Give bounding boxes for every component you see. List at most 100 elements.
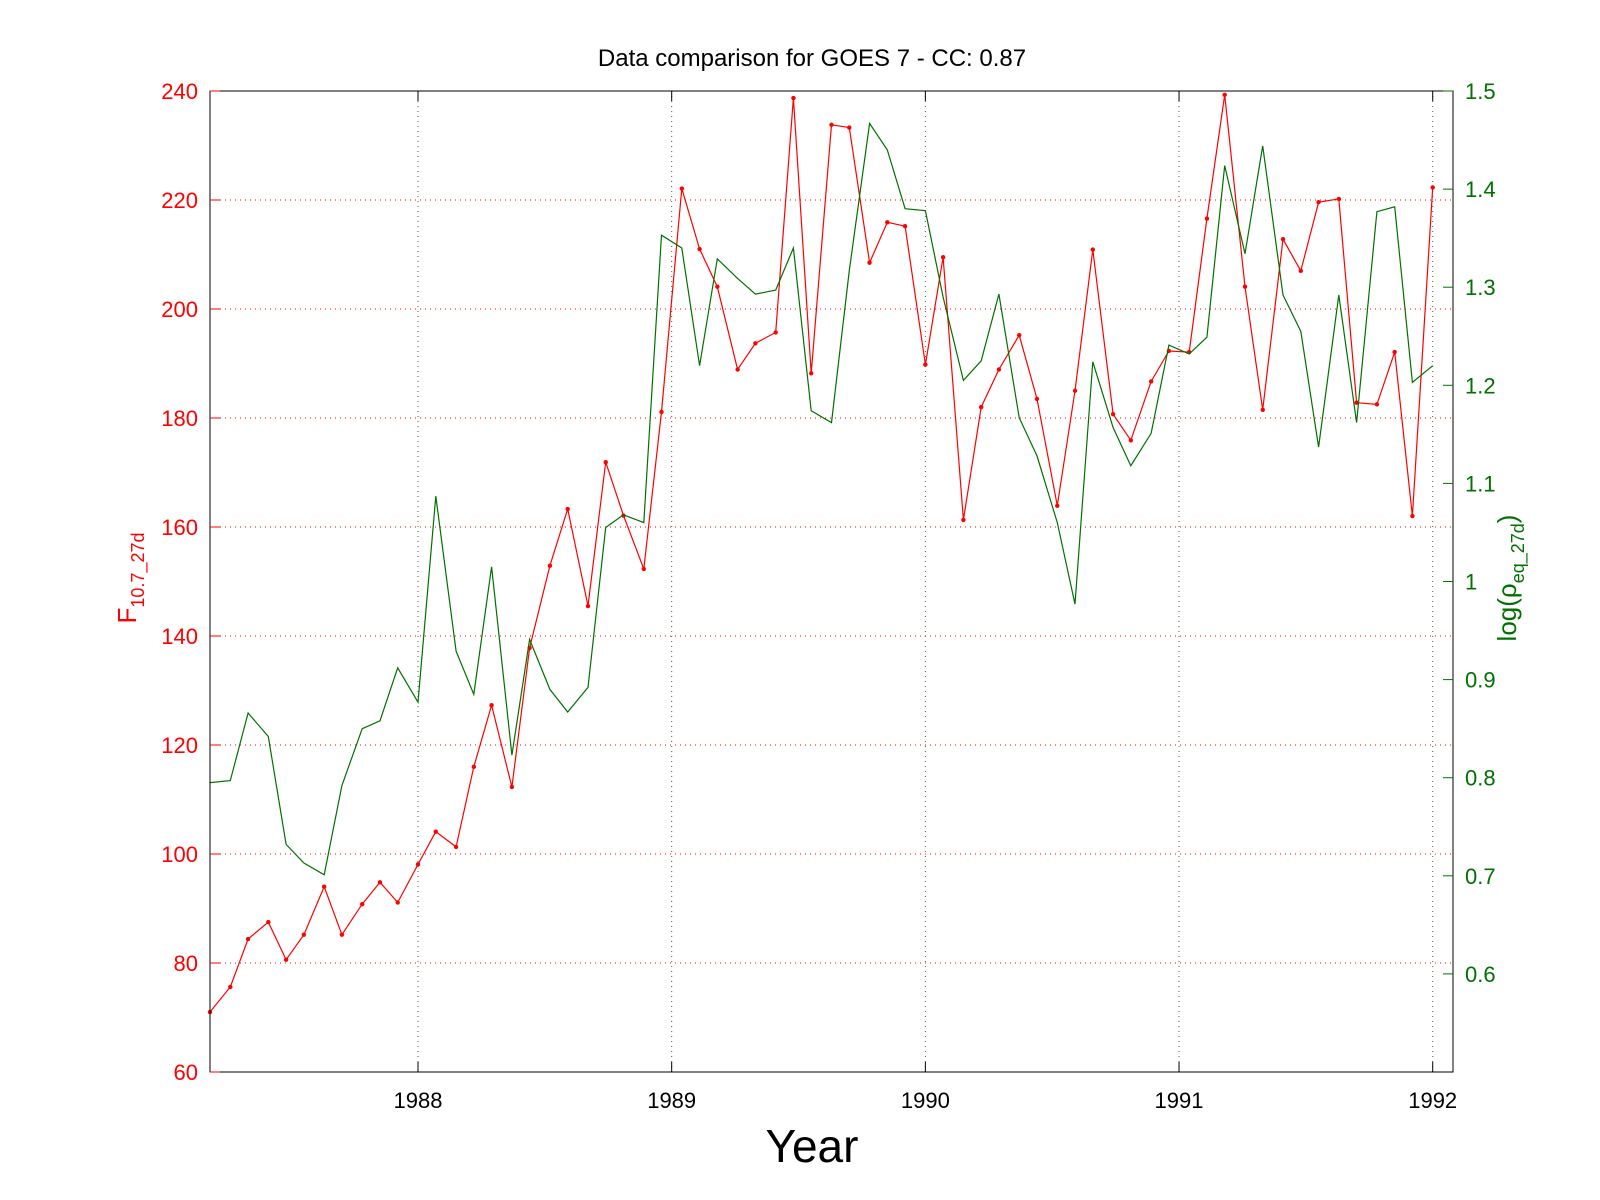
data-point: [547, 563, 553, 568]
data-point: [996, 367, 1002, 372]
data-point: [339, 932, 345, 937]
data-point: [867, 260, 872, 265]
data-point: [1430, 185, 1435, 190]
y-left-axis-label: F10.7_27d: [112, 533, 149, 624]
data-point: [753, 341, 758, 346]
data-point: [471, 764, 477, 769]
data-point: [641, 566, 646, 572]
y-right-tick-label: 0.8: [1465, 766, 1496, 791]
plot-frame: [209, 90, 1454, 1073]
data-point: [621, 513, 626, 518]
y-left-tick-label: 180: [161, 406, 198, 431]
data-point: [321, 884, 327, 889]
data-point: [360, 901, 365, 907]
y-left-tick-label: 240: [161, 79, 198, 104]
data-point: [433, 829, 438, 834]
y-right-label-sub: eq_27d: [1508, 523, 1529, 583]
y-right-tick-label: 1.1: [1465, 471, 1496, 496]
data-point: [1316, 199, 1321, 205]
y-left-tick-label: 140: [161, 624, 198, 649]
data-point: [1260, 407, 1265, 413]
x-tick-label: 1992: [1408, 1088, 1457, 1113]
data-point: [1280, 237, 1286, 242]
data-point: [565, 506, 570, 512]
y-right-label-post: ): [1492, 515, 1522, 524]
data-point: [415, 862, 421, 867]
data-point: [885, 220, 890, 225]
series-line-right: [209, 121, 1434, 876]
data-point: [453, 844, 459, 850]
data-point: [659, 409, 664, 415]
y-left-tick-label: 220: [161, 188, 198, 213]
data-point: [697, 246, 702, 252]
data-point: [715, 284, 720, 289]
y-left-label-main: F: [112, 608, 142, 624]
y-left-tick-label: 120: [161, 733, 198, 758]
y-right-tick-label: 1.4: [1465, 177, 1496, 202]
data-point: [1148, 379, 1154, 384]
data-point: [1354, 400, 1359, 405]
data-point: [1055, 503, 1060, 508]
data-point: [1090, 247, 1095, 252]
series-line-left: [209, 94, 1434, 1013]
data-point: [509, 784, 515, 790]
data-point: [245, 936, 251, 942]
y-right-tick-label: 1.2: [1465, 373, 1496, 398]
data-point: [1204, 216, 1210, 221]
data-point: [377, 880, 383, 885]
data-point: [228, 984, 233, 990]
data-point: [940, 255, 946, 260]
y-left-tick-label: 160: [161, 515, 198, 540]
x-tick-label: 1991: [1155, 1088, 1204, 1113]
data-point: [829, 122, 834, 127]
data-point: [489, 703, 494, 708]
data-point: [961, 517, 966, 523]
y-right-tick-label: 1.3: [1465, 275, 1496, 300]
x-tick-label: 1990: [901, 1088, 950, 1113]
y-right-label-pre: log(ρ: [1492, 583, 1522, 641]
data-point: [585, 603, 591, 609]
data-point: [773, 330, 778, 335]
chart-title: Data comparison for GOES 7 - CC: 0.87: [598, 45, 1026, 72]
y-right-tick-label: 1: [1465, 570, 1477, 595]
y-left-tick-label: 200: [161, 297, 198, 322]
data-point: [1298, 268, 1303, 274]
data-point: [847, 125, 852, 130]
data-point: [978, 404, 984, 410]
data-point: [603, 459, 608, 465]
y-right-tick-label: 0.9: [1465, 668, 1496, 693]
data-point: [1336, 196, 1342, 202]
data-point: [301, 932, 307, 937]
data-point: [1410, 513, 1415, 519]
data-point: [1072, 388, 1078, 393]
axes-ticks: 1988 1989 1990 1991 1992 60 80 100 120 140 160 180 2…: [161, 79, 1495, 1113]
x-tick-label: 1988: [394, 1088, 443, 1113]
data-point: [395, 900, 400, 905]
data-point: [902, 223, 908, 229]
data-point: [679, 186, 685, 191]
data-point: [735, 367, 740, 372]
data-point: [1128, 438, 1134, 443]
data-point: [266, 919, 271, 925]
plot-series: [207, 92, 1435, 1015]
y-right-tick-label: 1.5: [1465, 79, 1496, 104]
y-right-tick-label: 0.6: [1465, 962, 1496, 987]
data-point: [923, 362, 928, 367]
x-axis-label: Year: [766, 1120, 859, 1172]
y-left-label-sub: 10.7_27d: [128, 533, 149, 608]
y-right-tick-label: 0.7: [1465, 864, 1496, 889]
data-point: [1392, 349, 1397, 355]
data-point: [791, 95, 796, 101]
data-point: [283, 957, 289, 962]
y-left-tick-label: 80: [174, 951, 198, 976]
x-tick-label: 1989: [647, 1088, 696, 1113]
y-right-axis-label: log(ρeq_27d): [1492, 515, 1529, 642]
y-left-tick-label: 60: [174, 1060, 198, 1085]
data-point: [1222, 92, 1227, 98]
data-point: [809, 371, 814, 376]
data-point: [1242, 284, 1248, 289]
data-point: [1017, 332, 1022, 338]
data-point: [1034, 396, 1040, 402]
grid: [210, 91, 1453, 1072]
